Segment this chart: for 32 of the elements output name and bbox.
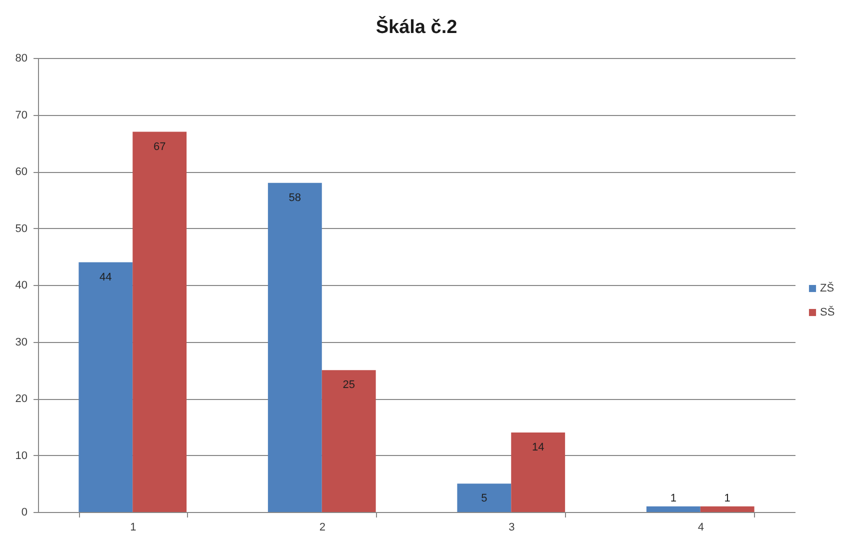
y-tick-label: 10 [15, 450, 28, 462]
y-tick-label: 80 [15, 52, 28, 64]
legend-label: SŠ [820, 306, 835, 318]
chart-title: Škála č.2 [376, 15, 458, 38]
bar [78, 262, 133, 512]
bar [322, 370, 376, 512]
bar [511, 432, 566, 512]
bar [646, 506, 700, 512]
bar [268, 182, 322, 512]
bar [132, 132, 187, 512]
data-label: 67 [153, 140, 166, 153]
data-label: 25 [342, 379, 355, 392]
bar [457, 484, 512, 512]
x-tick-label: 4 [698, 522, 704, 534]
data-label: 44 [100, 271, 112, 284]
bar [700, 506, 754, 512]
data-label: 1 [670, 492, 676, 504]
y-tick-label: 20 [15, 393, 28, 405]
data-label: 1 [724, 492, 730, 504]
y-tick-label: 40 [15, 280, 28, 292]
y-tick-label: 60 [15, 166, 28, 178]
x-tick-label: 2 [319, 522, 326, 534]
y-tick-label: 50 [15, 222, 28, 235]
y-tick-label: 30 [15, 336, 28, 348]
data-label: 14 [532, 442, 544, 454]
legend-label: ZŠ [820, 282, 834, 294]
data-label: 58 [288, 192, 302, 204]
y-tick-label: 70 [15, 109, 28, 122]
y-tick-label: 0 [21, 506, 28, 518]
x-tick-label: 3 [508, 522, 515, 534]
x-tick-label: 1 [130, 522, 136, 534]
data-label: 5 [481, 492, 488, 505]
